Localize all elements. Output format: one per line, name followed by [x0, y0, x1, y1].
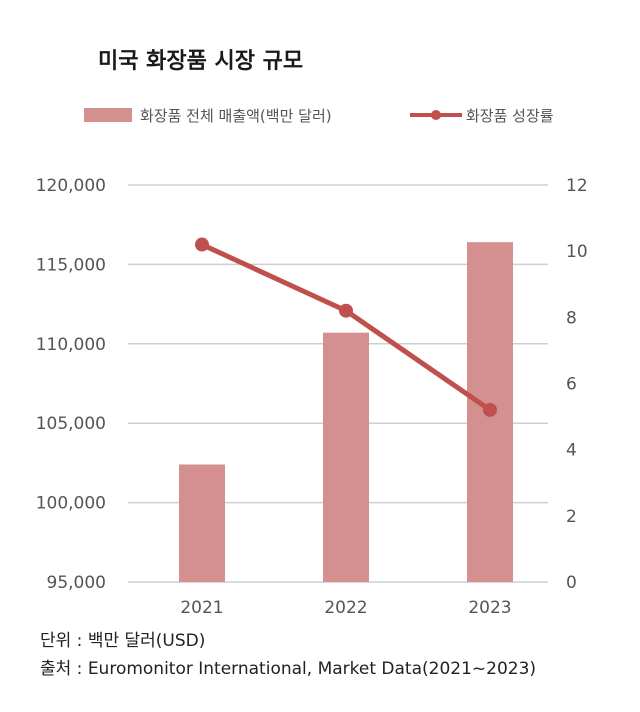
- bar-2021: [179, 464, 225, 582]
- right-tick-label: 12: [566, 176, 588, 196]
- x-axis-ticks: 2021 2022 2023: [180, 598, 511, 618]
- left-tick-label: 110,000: [36, 335, 106, 355]
- growth-point-2021: [195, 237, 209, 252]
- left-tick-label: 105,000: [36, 414, 106, 434]
- legend-bar-label: 화장품 전체 매출액(백만 달러): [140, 107, 332, 125]
- growth-point-2023: [483, 402, 497, 417]
- x-tick-label: 2022: [324, 598, 367, 618]
- left-axis-ticks: 95,000 100,000 105,000 110,000 115,000 120,00…: [36, 176, 106, 593]
- right-tick-label: 2: [566, 507, 577, 527]
- legend-line-label: 화장품 성장률: [466, 107, 554, 125]
- left-tick-label: 95,000: [47, 573, 106, 593]
- source-note: 출처 : Euromonitor International, Market D…: [40, 659, 536, 679]
- legend-line-marker: [431, 110, 441, 120]
- growth-point-2022: [339, 303, 353, 318]
- left-tick-label: 120,000: [36, 176, 106, 196]
- x-tick-label: 2021: [180, 598, 223, 618]
- chart-title: 미국 화장품 시장 규모: [98, 49, 303, 74]
- legend: 화장품 전체 매출액(백만 달러) 화장품 성장률: [84, 107, 554, 125]
- bars: [179, 242, 513, 582]
- left-tick-label: 115,000: [36, 255, 106, 275]
- right-tick-label: 6: [566, 375, 577, 395]
- x-tick-label: 2023: [468, 598, 511, 618]
- bar-2022: [323, 332, 369, 582]
- right-tick-label: 8: [566, 308, 577, 328]
- right-axis-ticks: 0 2 4 6 8 10 12: [566, 176, 588, 593]
- legend-bar-swatch: [84, 108, 132, 122]
- unit-note: 단위 : 백만 달러(USD): [40, 631, 205, 651]
- right-tick-label: 4: [566, 441, 577, 461]
- growth-line: [195, 237, 497, 417]
- right-tick-label: 10: [566, 242, 588, 262]
- left-tick-label: 100,000: [36, 494, 106, 514]
- right-tick-label: 0: [566, 573, 577, 593]
